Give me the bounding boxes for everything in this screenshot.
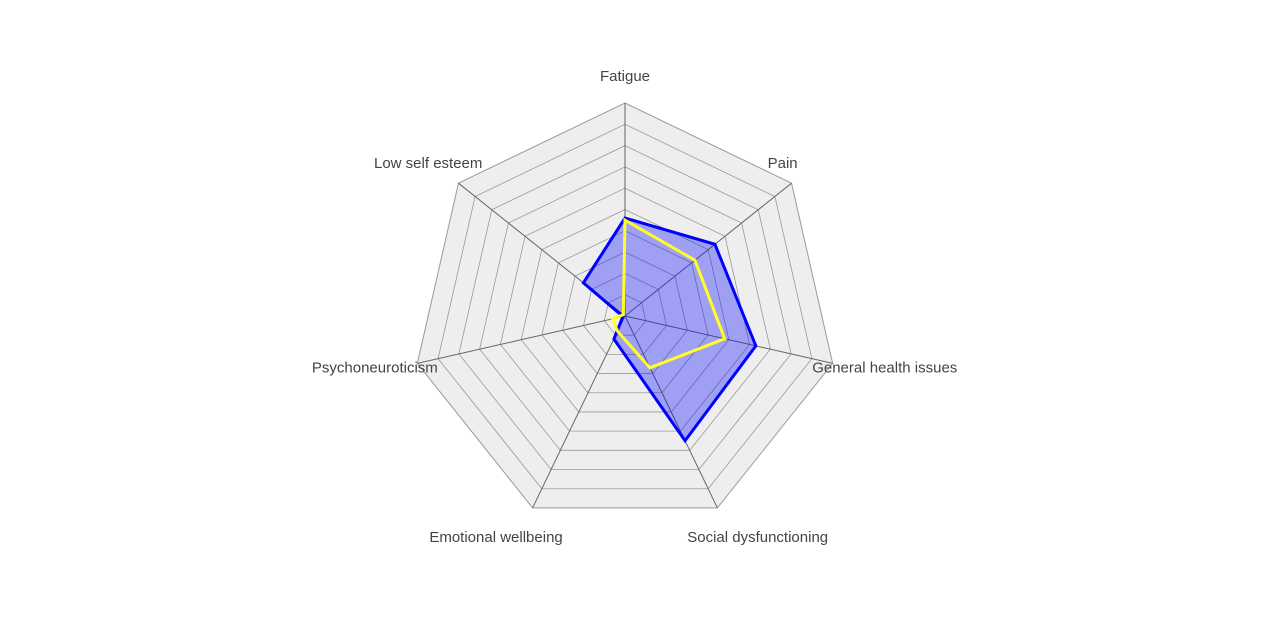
- grid-ring: [541, 230, 709, 394]
- grid-ring: [437, 123, 813, 490]
- grid-ring: [479, 166, 771, 451]
- axis-label: Pain: [768, 155, 798, 172]
- axis-labels: Fatigue Pain General health issues Social d…: [312, 68, 957, 546]
- grid-ring: [562, 251, 688, 374]
- axis-label: General health issues: [812, 359, 957, 376]
- axis-label: Psychoneuroticism: [312, 359, 438, 376]
- grid-ring: [603, 294, 647, 336]
- grid-ring: [458, 145, 792, 470]
- axis-label: Emotional wellbeing: [429, 529, 562, 546]
- axis-spoke: [417, 315, 626, 364]
- axis-label: Social dysfunctioning: [687, 529, 828, 546]
- axis-label: Fatigue: [600, 68, 650, 85]
- axis-spoke: [624, 315, 833, 364]
- axis-spoke: [532, 315, 626, 509]
- radar-grid: [416, 102, 834, 509]
- axis-label: Low self esteem: [374, 155, 482, 172]
- axis-spoke: [624, 182, 792, 317]
- radar-series: [581, 216, 758, 444]
- grid-ring: [416, 102, 834, 509]
- grid-ring: [520, 209, 730, 413]
- series-1-polygon: [581, 216, 758, 444]
- series-2-polygon: [610, 217, 727, 370]
- axis-spoke: [624, 315, 718, 509]
- grid-ring: [499, 187, 751, 432]
